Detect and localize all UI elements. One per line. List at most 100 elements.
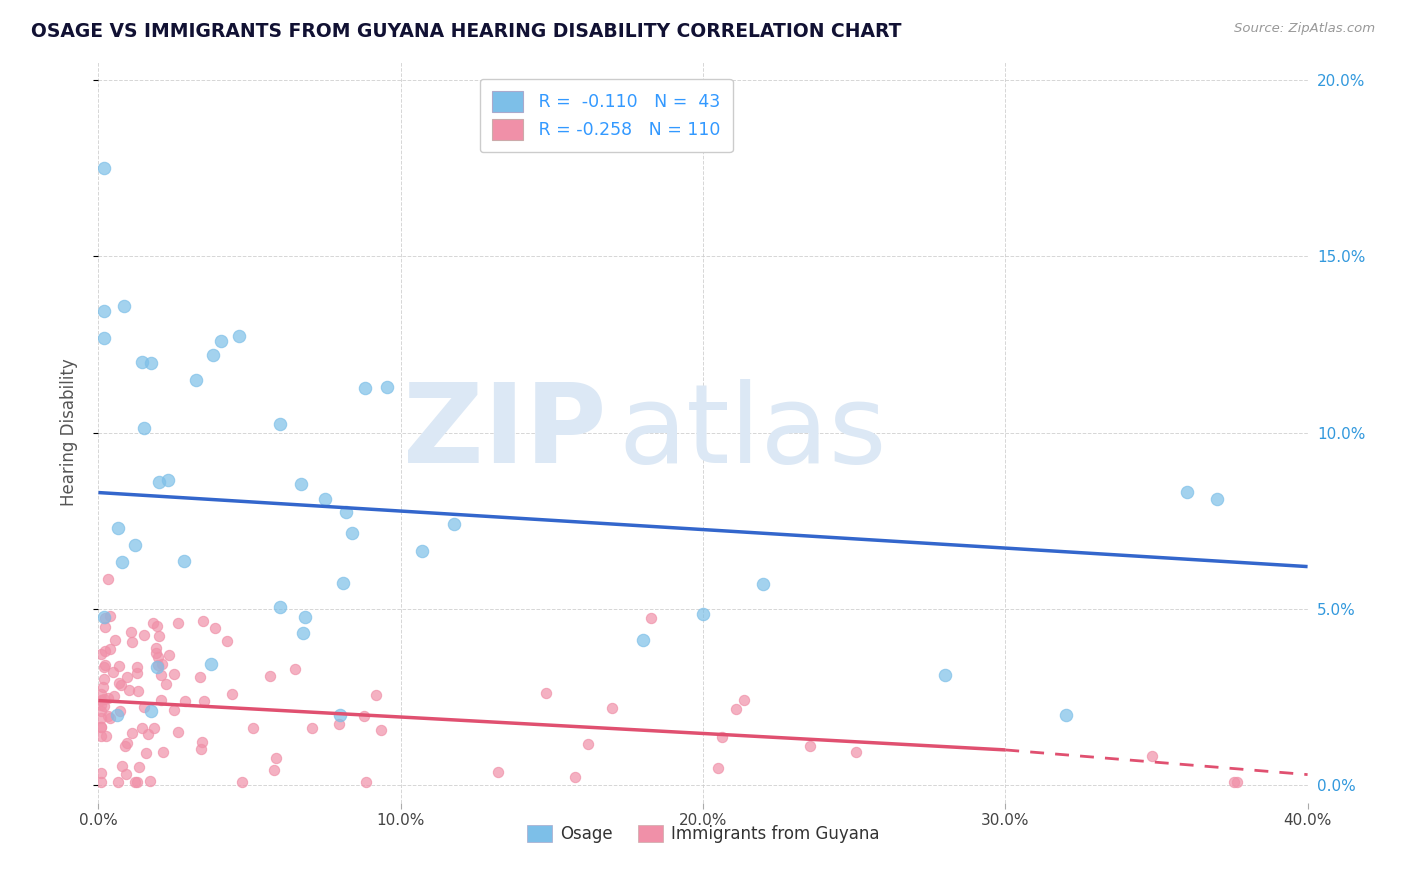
Point xyxy=(94,611,117,625)
Point xyxy=(534,686,557,700)
Point xyxy=(163,703,186,717)
Point xyxy=(193,694,215,708)
Point xyxy=(93,660,115,674)
Point xyxy=(269,599,291,614)
Point xyxy=(1223,774,1246,789)
Point xyxy=(152,745,174,759)
Text: atlas: atlas xyxy=(619,379,887,486)
Point xyxy=(145,641,167,656)
Point xyxy=(94,620,117,634)
Point xyxy=(1175,485,1198,500)
Point xyxy=(215,633,238,648)
Point xyxy=(98,642,121,657)
Point xyxy=(131,721,153,735)
Point xyxy=(90,692,112,706)
Point xyxy=(115,670,138,684)
Y-axis label: Hearing Disability: Hearing Disability xyxy=(59,359,77,507)
Point xyxy=(93,303,115,318)
Point xyxy=(173,554,195,568)
Point xyxy=(150,657,173,671)
Point xyxy=(145,647,167,661)
Point xyxy=(134,699,156,714)
Point xyxy=(290,476,312,491)
Point xyxy=(752,577,775,591)
Point xyxy=(242,721,264,735)
Point xyxy=(97,572,120,586)
Point xyxy=(163,667,186,681)
Point xyxy=(103,689,125,703)
Point xyxy=(707,760,730,774)
Point xyxy=(93,161,115,176)
Point xyxy=(139,773,162,788)
Point xyxy=(100,711,122,725)
Point xyxy=(845,745,868,759)
Point xyxy=(114,739,136,753)
Point xyxy=(105,707,128,722)
Point xyxy=(90,687,112,701)
Point xyxy=(733,692,755,706)
Point xyxy=(332,575,354,590)
Point xyxy=(90,774,112,789)
Point xyxy=(108,704,131,718)
Point xyxy=(328,717,350,731)
Point xyxy=(283,662,305,676)
Point xyxy=(121,726,143,740)
Point xyxy=(107,521,129,535)
Point xyxy=(411,544,433,558)
Point xyxy=(149,667,172,681)
Point xyxy=(191,614,214,628)
Point xyxy=(112,299,135,313)
Point xyxy=(150,692,173,706)
Point xyxy=(135,747,157,761)
Point xyxy=(1226,774,1249,789)
Point xyxy=(366,688,388,702)
Point xyxy=(291,626,314,640)
Point xyxy=(188,669,211,683)
Point xyxy=(127,774,149,789)
Point xyxy=(111,555,134,569)
Point xyxy=(97,708,120,723)
Point xyxy=(486,765,509,780)
Point xyxy=(190,735,212,749)
Point xyxy=(148,629,170,643)
Point xyxy=(90,766,112,780)
Point xyxy=(98,609,121,624)
Point xyxy=(93,692,115,706)
Point xyxy=(117,736,139,750)
Point xyxy=(1054,707,1077,722)
Point xyxy=(93,698,115,713)
Point xyxy=(93,609,115,624)
Text: Source: ZipAtlas.com: Source: ZipAtlas.com xyxy=(1234,22,1375,36)
Point xyxy=(314,492,336,507)
Point xyxy=(128,760,150,774)
Point xyxy=(146,619,169,633)
Point xyxy=(111,758,134,772)
Point xyxy=(104,633,127,648)
Point xyxy=(90,720,112,734)
Point xyxy=(125,660,148,674)
Point xyxy=(148,650,170,665)
Point xyxy=(134,628,156,642)
Point xyxy=(97,691,120,706)
Text: ZIP: ZIP xyxy=(404,379,606,486)
Point xyxy=(90,698,112,713)
Point xyxy=(120,624,142,639)
Point xyxy=(443,517,465,532)
Point xyxy=(166,616,188,631)
Point xyxy=(221,687,243,701)
Point xyxy=(107,774,129,789)
Point xyxy=(148,658,170,673)
Point xyxy=(121,635,143,649)
Point xyxy=(204,621,226,635)
Point xyxy=(640,610,662,624)
Point xyxy=(564,770,586,784)
Point xyxy=(90,720,112,734)
Point xyxy=(375,380,398,394)
Point xyxy=(146,660,169,674)
Point xyxy=(142,722,165,736)
Point xyxy=(353,708,375,723)
Point xyxy=(631,632,654,647)
Point xyxy=(340,526,363,541)
Point xyxy=(94,658,117,673)
Point xyxy=(157,648,180,663)
